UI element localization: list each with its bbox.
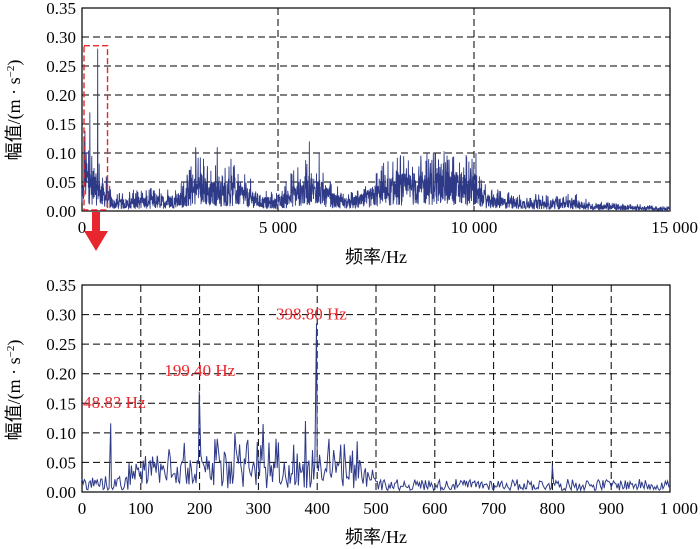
peak-annotation: 48.83 Hz [83,393,146,412]
top-y-tick-label: 0.30 [46,28,76,47]
top-x-axis-label: 频率/Hz [345,247,407,267]
peak-annotation: 199.40 Hz [164,361,235,380]
peak-annotation: 398.80 Hz [276,304,347,323]
top-y-axis-label: 幅值/(m · s−2) [4,60,25,161]
top-x-tick-label: 15 000 [651,218,698,237]
bottom-x-tick-label: 100 [128,499,154,518]
bottom-x-axis-label: 频率/Hz [345,527,407,547]
bottom-y-tick-label: 0.30 [46,306,76,325]
top-x-tick-label: 5 000 [259,218,297,237]
bottom-y-tick-labels: 0.00 0.05 0.10 0.15 0.20 0.25 0.30 0.35 [46,276,76,502]
top-y-tick-label: 0.35 [46,0,76,18]
top-y-tick-label: 0.15 [46,115,76,134]
top-series [81,48,671,212]
bottom-y-tick-label: 0.00 [46,483,76,502]
top-y-tick-labels: 0.00 0.05 0.10 0.15 0.20 0.25 0.30 0.35 [46,0,76,221]
bottom-annotations: 48.83 Hz 199.40 Hz 398.80 Hz [83,304,347,412]
top-y-tick-label: 0.00 [46,202,76,221]
bottom-x-tick-label: 400 [304,499,330,518]
top-y-tick-label: 0.25 [46,57,76,76]
top-y-tick-label: 0.05 [46,173,76,192]
bottom-x-tick-label: 300 [246,499,272,518]
bottom-x-tick-label: 200 [187,499,213,518]
bottom-y-label-close: ) [4,340,25,346]
bottom-x-tick-label: 0 [78,499,87,518]
top-x-tick-labels: 0 5 000 10 000 15 000 [78,218,698,237]
bottom-grid [82,285,670,492]
bottom-y-label-sup: −2 [5,346,17,358]
bottom-x-tick-label: 900 [598,499,624,518]
bottom-y-label-main: 幅值/(m · s [4,357,25,440]
top-plot-frame [81,7,671,212]
bottom-x-tick-labels: 0 100 200 300 400 500 600 700 800 900 1 000 [78,499,698,518]
bottom-y-axis-label: 幅值/(m · s−2) [4,340,25,441]
bottom-y-tick-label: 0.35 [46,276,76,295]
bottom-series [81,323,671,493]
bottom-y-tick-label: 0.10 [46,424,76,443]
zoom-arrow-head [84,231,108,251]
top-x-tick-label: 0 [78,218,87,237]
bottom-y-tick-label: 0.15 [46,394,76,413]
bottom-x-tick-label: 600 [422,499,448,518]
zoom-arrow-icon [84,212,108,251]
bottom-x-tick-label: 800 [540,499,566,518]
bottom-spectrum-line [81,323,671,493]
bottom-x-tick-label: 1 000 [660,499,698,518]
top-y-tick-label: 0.10 [46,144,76,163]
bottom-y-tick-label: 0.25 [46,335,76,354]
zoom-arrow-shaft [92,212,100,234]
bottom-x-tick-label: 500 [363,499,389,518]
top-y-label-main: 幅值/(m · s [4,77,25,160]
top-spectrum-line [81,48,671,212]
zoom-region-box [83,45,109,211]
top-x-tick-label: 10 000 [451,218,498,237]
top-y-label-close: ) [4,60,25,66]
top-chart: 0.00 0.05 0.10 0.15 0.20 0.25 0.30 0.35 0 5 000 1… [4,0,698,267]
top-y-tick-label: 0.20 [46,86,76,105]
bottom-x-tick-label: 700 [481,499,507,518]
bottom-chart: 0.00 0.05 0.10 0.15 0.20 0.25 0.30 0.35 0 100 200… [4,276,698,547]
top-y-label-sup: −2 [5,66,17,78]
bottom-y-tick-label: 0.05 [46,453,76,472]
top-highlight [83,45,109,211]
bottom-y-tick-label: 0.20 [46,365,76,384]
